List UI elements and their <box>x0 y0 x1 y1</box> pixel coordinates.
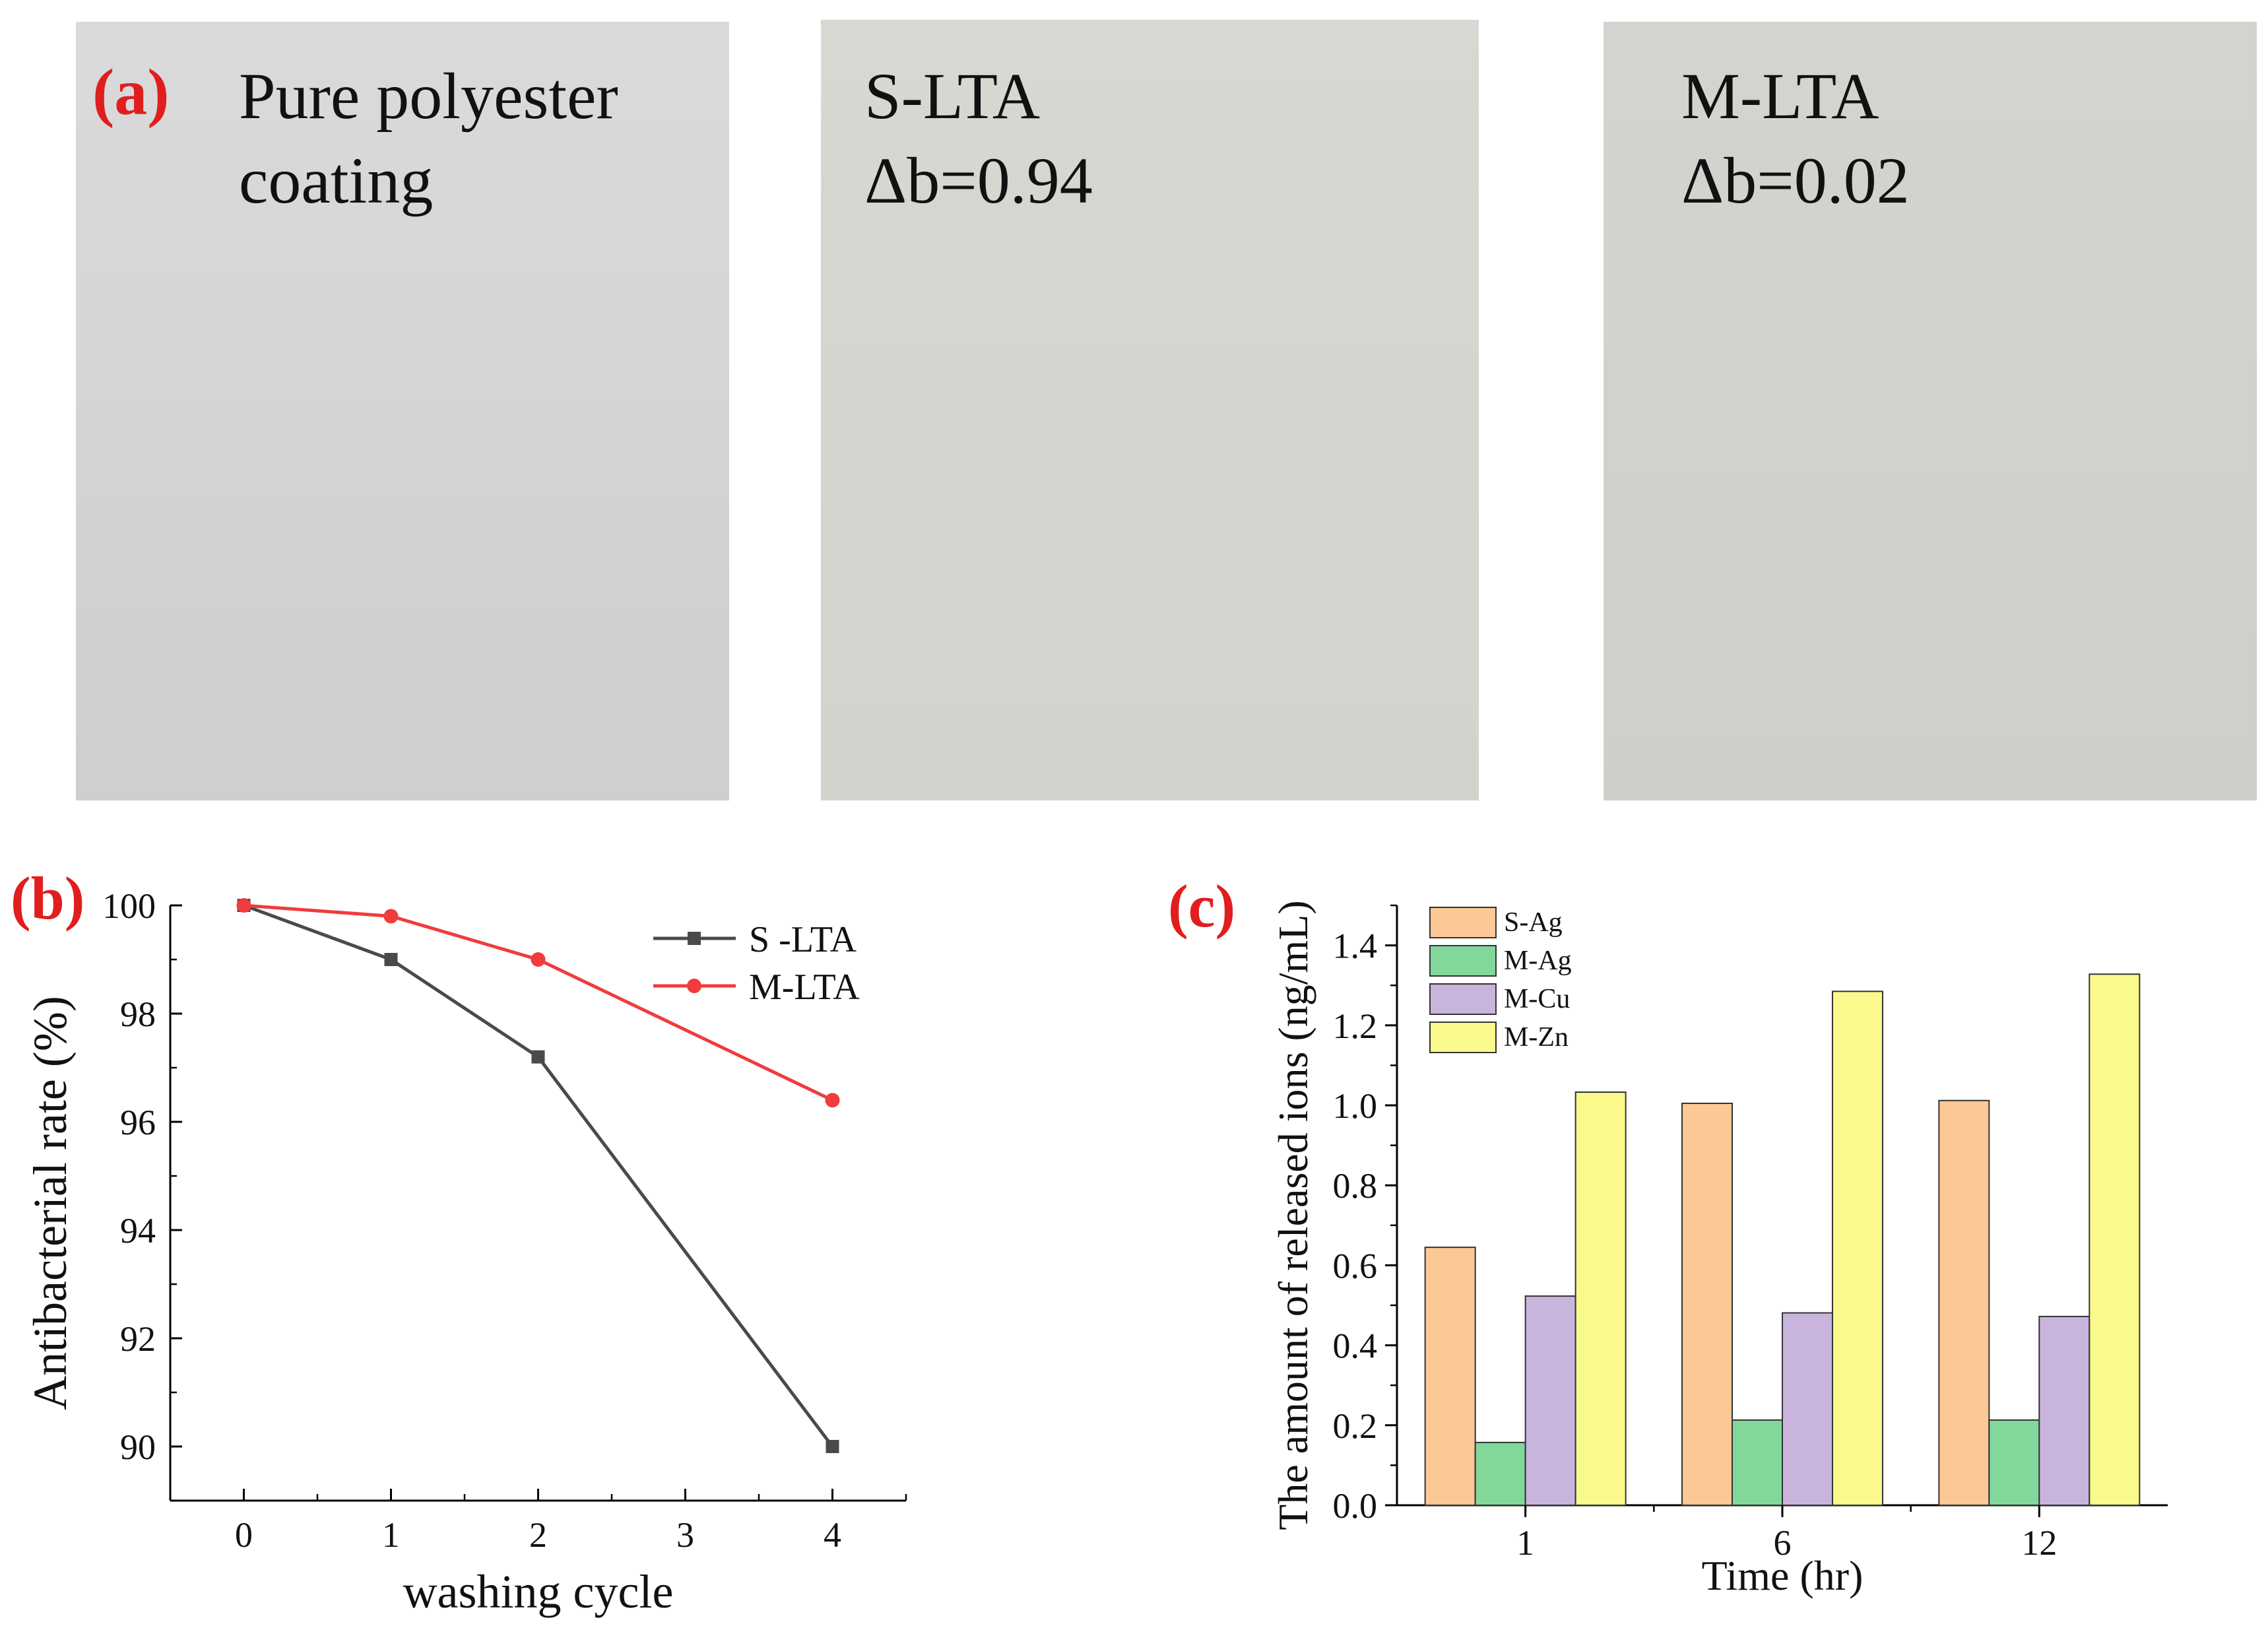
y-tick-label: 90 <box>120 1427 156 1467</box>
photo-s-lta <box>821 20 1479 800</box>
y-tick-label: 100 <box>102 886 156 926</box>
bar-m-cu-12 <box>2038 1315 2090 1507</box>
caption-3-line-1: M-LTA <box>1681 59 1879 133</box>
photo-caption-2: S-LTA Δb=0.94 <box>864 54 1093 223</box>
photo-caption-3: M-LTA Δb=0.02 <box>1681 54 1910 223</box>
legend-label-1: S -LTA <box>749 919 857 960</box>
bar-s-ag-1 <box>1424 1247 1476 1506</box>
y-tick-label: 94 <box>120 1211 156 1251</box>
x-tick-label: 3 <box>676 1515 694 1555</box>
y-tick-label: 1.2 <box>1333 1006 1378 1046</box>
bar-s-ag-12 <box>1938 1099 1990 1506</box>
bar-m-zn-12 <box>2089 973 2141 1506</box>
x-axis-title: washing cycle <box>403 1565 674 1618</box>
y-tick-label: 0.0 <box>1333 1486 1378 1526</box>
line-chart-antibacterial: (b) 90 92 94 96 98 100 0 1 2 3 4 washing cycle Antiba… <box>11 864 907 1618</box>
legend-swatch-4 <box>1429 1022 1497 1053</box>
data-point-m-lta <box>236 898 251 913</box>
y-tick-label: 0.8 <box>1333 1166 1378 1206</box>
caption-1-line-1: Pure polyester <box>239 59 618 133</box>
x-tick-label: 12 <box>2021 1523 2057 1563</box>
y-tick-label: 0.4 <box>1333 1326 1378 1366</box>
x-tick-label: 2 <box>529 1515 547 1555</box>
y-tick-label: 96 <box>120 1103 156 1142</box>
bar-m-ag-1 <box>1474 1441 1526 1506</box>
bar-s-ag-6 <box>1681 1102 1733 1507</box>
bar-m-ag-12 <box>1988 1419 2040 1506</box>
series-line-2 <box>243 903 833 1102</box>
data-point-s-lta <box>531 1050 545 1064</box>
x-tick-label: 0 <box>235 1515 253 1555</box>
legend-marker-1 <box>688 932 701 945</box>
x-tick-label: 4 <box>824 1515 841 1555</box>
caption-3-line-2: Δb=0.02 <box>1681 144 1910 217</box>
legend-label-4: M-Zn <box>1504 1022 1569 1053</box>
bar-m-zn-6 <box>1832 991 1883 1507</box>
photo-caption-1: Pure polyester coating <box>239 54 618 223</box>
bar-chart-released-ions: (c) 0.0 0.2 0.4 0.6 0.8 1.0 1.2 1.4 1 6 12 Time (hr)… <box>1168 872 2168 1599</box>
data-point-s-lta <box>826 1440 839 1453</box>
bar-m-zn-1 <box>1574 1091 1627 1506</box>
x-tick-label: 6 <box>1774 1523 1792 1563</box>
legend-marker-2 <box>687 979 701 993</box>
y-tick-label: 0.6 <box>1333 1246 1378 1285</box>
x-axis-title: Time (hr) <box>1702 1552 1863 1599</box>
photo-pure-polyester <box>76 22 729 800</box>
x-tick-label: 1 <box>382 1515 400 1555</box>
photo-m-lta <box>1604 22 2257 800</box>
data-point-m-lta <box>531 952 546 967</box>
panel-label-c: (c) <box>1168 872 1235 940</box>
bar-m-cu-6 <box>1782 1312 1833 1506</box>
legend-label-1: S-Ag <box>1504 907 1563 938</box>
data-point-m-lta <box>825 1093 840 1108</box>
y-tick-label: 98 <box>120 994 156 1034</box>
caption-2-line-2: Δb=0.94 <box>864 144 1093 217</box>
data-point-s-lta <box>384 953 398 966</box>
y-tick-label: 1.0 <box>1333 1086 1378 1126</box>
legend-label-2: M-LTA <box>749 967 860 1008</box>
y-tick-label: 0.2 <box>1333 1406 1378 1446</box>
legend-label-2: M-Ag <box>1504 946 1572 976</box>
legend-swatch-2 <box>1429 945 1497 977</box>
y-tick-label: 92 <box>120 1319 156 1359</box>
x-tick-label: 1 <box>1516 1523 1534 1563</box>
legend-swatch-3 <box>1429 983 1497 1015</box>
y-axis-title: The amount of released ions (ng/mL) <box>1270 900 1316 1530</box>
y-tick-label: 1.4 <box>1333 927 1378 966</box>
panel-label-b: (b) <box>11 864 84 932</box>
series-line-1 <box>243 903 834 1448</box>
bar-m-ag-6 <box>1732 1419 1783 1506</box>
data-point-m-lta <box>383 909 399 924</box>
y-axis-title: Antibacterial rate (%) <box>24 996 77 1410</box>
legend-swatch-1 <box>1429 907 1497 938</box>
caption-1-line-2: coating <box>239 144 434 217</box>
panel-label-a: (a) <box>92 55 170 129</box>
legend-label-3: M-Cu <box>1504 984 1570 1014</box>
bar-m-cu-1 <box>1524 1295 1576 1506</box>
caption-2-line-1: S-LTA <box>864 59 1041 133</box>
